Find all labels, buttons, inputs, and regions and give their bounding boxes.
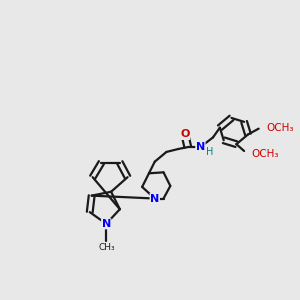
Text: H: H [206,147,214,157]
Text: N: N [196,142,205,152]
Text: OCH₃: OCH₃ [266,123,294,133]
Text: OCH₃: OCH₃ [252,149,279,159]
Text: N: N [150,194,159,203]
Text: CH₃: CH₃ [99,243,116,252]
Text: N: N [102,219,111,229]
Text: O: O [180,130,190,140]
